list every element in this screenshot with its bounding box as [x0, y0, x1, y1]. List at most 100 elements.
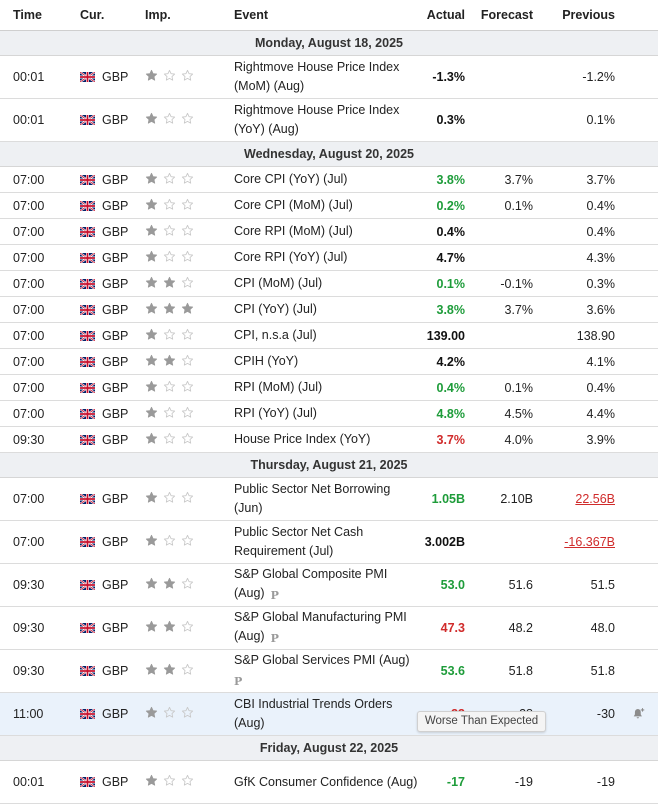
star-icon	[145, 302, 158, 318]
event-name-cell[interactable]: S&P Global Composite PMI (Aug) P	[234, 565, 419, 605]
header-actual[interactable]: Actual	[426, 8, 465, 22]
add-alert-bell-icon[interactable]	[632, 707, 646, 721]
event-name-cell[interactable]: Core CPI (YoY) (Jul)	[234, 170, 419, 189]
event-name-cell[interactable]: S&P Global Manufacturing PMI (Aug) P	[234, 608, 419, 648]
event-row[interactable]: 07:00 GBP CPI (MoM) (Jul) 0.1% -0.1% 0.3%	[0, 271, 658, 297]
star-icon	[145, 577, 158, 593]
event-row[interactable]: 07:00 GBP Core CPI (YoY) (Jul) 3.8% 3.7% 3.7%	[0, 167, 658, 193]
event-name-cell[interactable]: GfK Consumer Confidence (Aug)	[234, 773, 419, 792]
star-icon	[181, 112, 194, 128]
header-time[interactable]: Time	[13, 8, 42, 22]
event-name[interactable]: CPI, n.s.a (Jul)	[234, 328, 317, 342]
event-name[interactable]: S&P Global Composite PMI (Aug)	[234, 567, 388, 600]
event-row[interactable]: 09:30 GBP S&P Global Services PMI (Aug) P 53…	[0, 650, 658, 693]
event-name[interactable]: CPI (YoY) (Jul)	[234, 302, 317, 316]
actual-value: 3.7%	[436, 432, 466, 447]
uk-flag-icon	[80, 174, 95, 185]
uk-flag-icon	[80, 580, 95, 590]
event-currency: GBP	[102, 328, 129, 343]
event-row[interactable]: 09:30 GBP House Price Index (YoY) 3.7% 4.0% 3…	[0, 427, 658, 453]
star-icon	[145, 432, 158, 448]
forecast-value: 3.7%	[504, 172, 534, 187]
event-name-cell[interactable]: RPI (YoY) (Jul)	[234, 404, 419, 423]
event-row[interactable]: 00:01 GBP Rightmove House Price Index (MoM…	[0, 56, 658, 99]
previous-value[interactable]: -16.367B	[564, 535, 615, 549]
actual-value: 3.8%	[436, 302, 466, 317]
header-currency[interactable]: Cur.	[80, 8, 105, 22]
event-name-cell[interactable]: Core CPI (MoM) (Jul)	[234, 196, 419, 215]
event-name[interactable]: RPI (MoM) (Jul)	[234, 380, 323, 394]
uk-flag-icon	[80, 252, 95, 263]
forecast-value: -19	[514, 775, 533, 789]
event-name-cell[interactable]: S&P Global Services PMI (Aug) P	[234, 651, 419, 691]
event-row[interactable]: 07:00 GBP RPI (YoY) (Jul) 4.8% 4.5% 4.4%	[0, 401, 658, 427]
event-name[interactable]: S&P Global Manufacturing PMI (Aug)	[234, 610, 407, 643]
event-name[interactable]: GfK Consumer Confidence (Aug)	[234, 774, 418, 789]
event-name-cell[interactable]: Rightmove House Price Index (YoY) (Aug)	[234, 101, 419, 139]
uk-flag-icon	[80, 777, 95, 787]
event-row[interactable]: 07:00 GBP Core CPI (MoM) (Jul) 0.2% 0.1% 0.4%	[0, 193, 658, 219]
forecast-value: 51.8	[508, 664, 533, 678]
event-row[interactable]: 00:01 GBP Rightmove House Price Index (YoY…	[0, 99, 658, 142]
event-name[interactable]: House Price Index (YoY)	[234, 432, 371, 446]
event-name-cell[interactable]: Rightmove House Price Index (MoM) (Aug)	[234, 58, 419, 96]
event-name[interactable]: RPI (YoY) (Jul)	[234, 406, 317, 420]
header-previous[interactable]: Previous	[562, 8, 615, 22]
star-icon	[163, 706, 176, 722]
event-row[interactable]: 07:00 GBP Core RPI (YoY) (Jul) 4.7% 4.3%	[0, 245, 658, 271]
event-name[interactable]: Public Sector Net Cash Requirement (Jul)	[234, 525, 364, 558]
event-name-cell[interactable]: CPI (MoM) (Jul)	[234, 274, 419, 293]
event-name[interactable]: Core CPI (YoY) (Jul)	[234, 172, 348, 186]
event-name[interactable]: S&P Global Services PMI (Aug)	[234, 653, 410, 667]
header-importance[interactable]: Imp.	[145, 8, 171, 22]
event-name-cell[interactable]: Public Sector Net Cash Requirement (Jul)	[234, 523, 419, 561]
event-row[interactable]: 11:00 GBP CBI Industrial Trends Orders (Au…	[0, 693, 658, 736]
event-time: 07:00	[13, 406, 45, 421]
event-row[interactable]: 07:00 GBP RPI (MoM) (Jul) 0.4% 0.1% 0.4%	[0, 375, 658, 401]
event-name-cell[interactable]: CPI, n.s.a (Jul)	[234, 326, 419, 345]
star-icon	[145, 354, 158, 370]
event-name[interactable]: CBI Industrial Trends Orders (Aug)	[234, 697, 393, 730]
event-row[interactable]: 07:00 GBP Public Sector Net Cash Requireme…	[0, 521, 658, 564]
event-name[interactable]: Core CPI (MoM) (Jul)	[234, 198, 353, 212]
header-event[interactable]: Event	[234, 8, 269, 22]
event-name-cell[interactable]: CBI Industrial Trends Orders (Aug)	[234, 695, 419, 733]
star-icon	[163, 620, 176, 636]
star-icon	[163, 774, 176, 790]
date-row: Friday, August 22, 2025	[0, 736, 658, 761]
event-name[interactable]: Rightmove House Price Index (MoM) (Aug)	[234, 60, 400, 93]
event-row[interactable]: 07:00 GBP CPI (YoY) (Jul) 3.8% 3.7% 3.6%	[0, 297, 658, 323]
event-name-cell[interactable]: CPIH (YoY)	[234, 352, 419, 371]
event-name-cell[interactable]: House Price Index (YoY)	[234, 430, 419, 449]
event-name[interactable]: Core RPI (MoM) (Jul)	[234, 224, 353, 238]
event-name[interactable]: CPI (MoM) (Jul)	[234, 276, 323, 290]
event-name-cell[interactable]: RPI (MoM) (Jul)	[234, 378, 419, 397]
event-row[interactable]: 09:30 GBP S&P Global Manufacturing PMI (Au…	[0, 607, 658, 650]
event-row[interactable]: 07:00 GBP CPI, n.s.a (Jul) 139.00 138.90	[0, 323, 658, 349]
star-icon	[181, 328, 194, 344]
importance-stars	[145, 577, 194, 593]
header-forecast[interactable]: Forecast	[480, 8, 533, 22]
date-label: Wednesday, August 20, 2025	[244, 147, 414, 161]
event-time: 07:00	[13, 198, 45, 213]
event-name[interactable]: Public Sector Net Borrowing (Jun)	[234, 482, 391, 515]
event-name[interactable]: Core RPI (YoY) (Jul)	[234, 250, 348, 264]
event-row[interactable]: 07:00 GBP Core RPI (MoM) (Jul) 0.4% 0.4%	[0, 219, 658, 245]
previous-value[interactable]: 22.56B	[575, 492, 615, 506]
event-name[interactable]: CPIH (YoY)	[234, 354, 299, 368]
event-row[interactable]: 09:30 GBP S&P Global Composite PMI (Aug) P 5…	[0, 564, 658, 607]
actual-value: 3.8%	[436, 172, 466, 187]
event-name[interactable]: Rightmove House Price Index (YoY) (Aug)	[234, 103, 400, 136]
event-name-cell[interactable]: Public Sector Net Borrowing (Jun)	[234, 480, 419, 518]
star-icon	[181, 774, 194, 790]
event-name-cell[interactable]: Core RPI (MoM) (Jul)	[234, 222, 419, 241]
importance-stars	[145, 112, 194, 128]
importance-stars	[145, 198, 194, 214]
event-row[interactable]: 07:00 GBP CPIH (YoY) 4.2% 4.1%	[0, 349, 658, 375]
event-row[interactable]: 07:00 GBP Public Sector Net Borrowing (Jun…	[0, 478, 658, 521]
event-row[interactable]: 00:01 GBP GfK Consumer Confidence (Aug) -17…	[0, 761, 658, 804]
event-time: 07:00	[13, 276, 45, 291]
uk-flag-icon	[80, 330, 95, 341]
event-name-cell[interactable]: Core RPI (YoY) (Jul)	[234, 248, 419, 267]
event-name-cell[interactable]: CPI (YoY) (Jul)	[234, 300, 419, 319]
